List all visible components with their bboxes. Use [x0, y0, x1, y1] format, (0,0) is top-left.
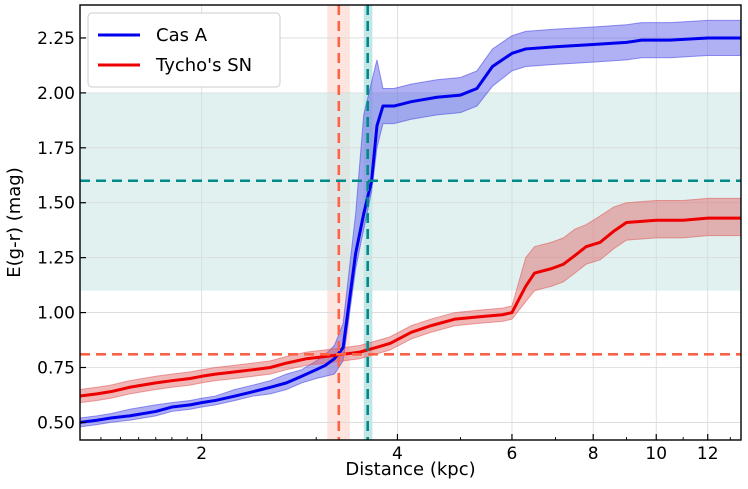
x-tick-label: 12 — [697, 444, 719, 464]
series-line-1 — [80, 216, 741, 398]
y-tick-label: 0.50 — [37, 413, 75, 433]
legend: Cas A Tycho's SN — [87, 12, 281, 88]
x-tick-label: 4 — [392, 444, 403, 464]
y-axis-label: E(g-r) (mag) — [4, 167, 25, 278]
y-tick-label: 1.50 — [37, 194, 75, 214]
legend-label-1: Tycho's SN — [155, 55, 252, 76]
reference-lines — [80, 5, 741, 440]
x-tick-label: 2 — [196, 444, 207, 464]
y-tick-label: 1.00 — [37, 304, 75, 324]
x-tick-label: 8 — [588, 444, 599, 464]
legend-label-0: Cas A — [156, 25, 208, 46]
y-tick-label: 1.75 — [37, 139, 75, 159]
x-tick-label: 10 — [645, 444, 667, 464]
legend-box — [87, 12, 281, 88]
y-axis-ticks: 0.50 0.75 1.00 1.25 1.50 1.75 2.00 2.25 — [37, 29, 86, 433]
series-lines — [80, 36, 741, 424]
series-line-0 — [80, 36, 741, 424]
plot-frame — [79, 4, 742, 441]
series-band-1 — [80, 197, 741, 404]
y-tick-label: 1.25 — [37, 249, 75, 269]
y-tick-label: 2.25 — [37, 29, 75, 49]
y-tick-label: 2.00 — [37, 84, 75, 104]
x-axis-label: Distance (kpc) — [345, 459, 475, 480]
reference-band-2 — [80, 92, 741, 291]
x-axis-ticks: 2 4 6 8 10 12 — [100, 434, 731, 464]
x-tick-label: 6 — [507, 444, 518, 464]
y-tick-label: 0.75 — [37, 359, 75, 379]
